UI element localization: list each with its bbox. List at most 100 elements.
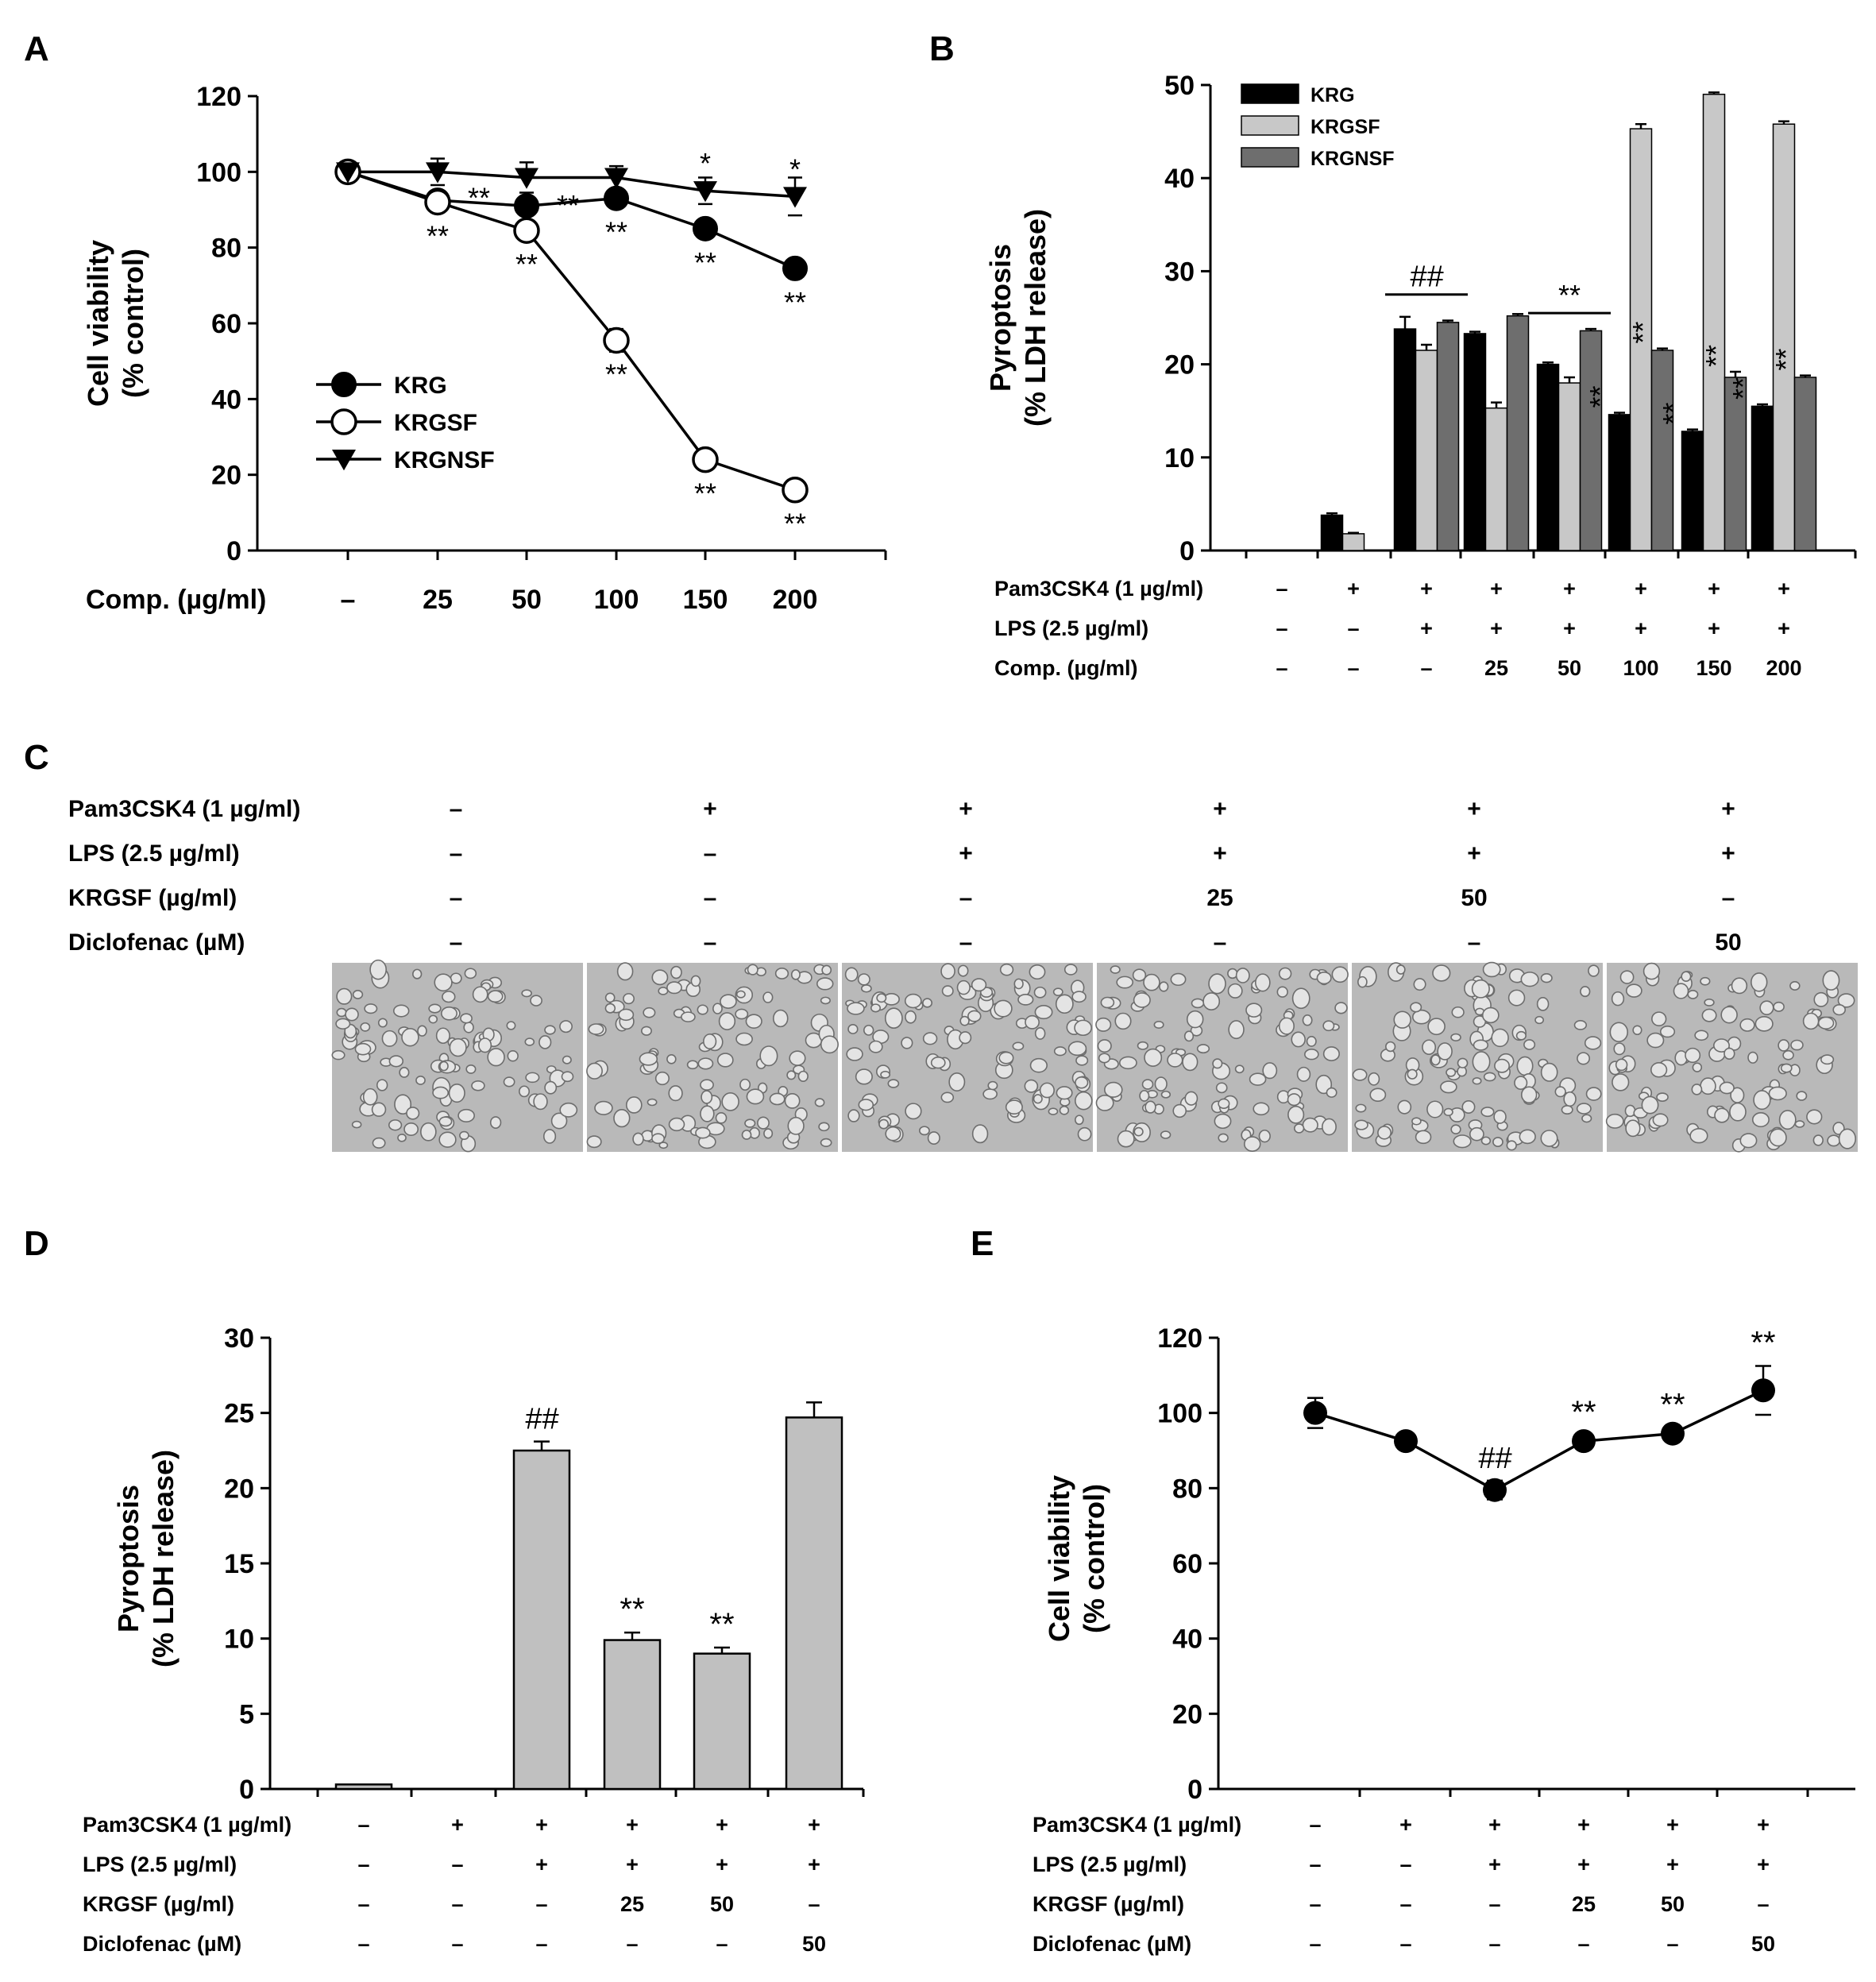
chart-e-condition-value: 50 [1661,1892,1685,1916]
cell [1291,987,1310,1010]
cell [1577,1052,1591,1065]
chart-e-condition-value: + [1488,1853,1501,1876]
chart-d-condition-value: – [626,1932,638,1956]
cell [336,1007,347,1018]
cell [1184,1091,1199,1106]
chart-e-y-label-line2: (% control) [1078,1484,1110,1633]
cell [1700,1077,1716,1095]
cell [1720,1006,1738,1024]
chart-e-condition-value: + [1399,1813,1412,1837]
cell [1048,1107,1059,1115]
cell [735,1008,749,1020]
chart-d-significance-mark: ** [620,1592,644,1627]
cell [1588,964,1600,977]
cell [351,1120,362,1129]
cell [625,1096,643,1114]
chart-d-condition-value: + [626,1813,639,1837]
cell [878,1118,890,1130]
cell [1689,1128,1708,1144]
cell [604,992,616,1003]
cell [478,1037,492,1053]
cell [1253,1102,1270,1116]
cell [1059,1105,1070,1115]
cell [1302,1117,1318,1133]
cell [1778,1110,1797,1130]
cell [1034,1004,1053,1020]
panel-c-condition-value: – [450,840,463,867]
cell [1141,1079,1154,1090]
cell [1554,1086,1566,1098]
cell [959,1031,972,1045]
cell [918,1126,930,1136]
chart-d-condition-label: KRGSF (µg/ml) [83,1892,234,1916]
chart-b-condition-label: Pam3CSK4 (1 µg/ml) [994,577,1203,601]
chart-e-significance-mark: ## [1478,1442,1512,1475]
cell [1625,1119,1641,1138]
chart-e-y-tick-label: 100 [1157,1399,1202,1429]
micrograph-1 [331,959,583,1153]
chart-b-significance-mark: ## [1410,261,1444,294]
cell [1243,1136,1261,1152]
cell [1144,1048,1163,1067]
cell [1071,991,1087,1003]
chart-a-significance-mark: ** [784,508,806,540]
chart-e-condition-value: – [1666,1932,1678,1956]
cell [428,1014,438,1024]
chart-b-legend-swatch [1241,115,1299,136]
cell [1472,1051,1491,1073]
panel-c-condition-value: – [450,885,463,911]
cell [1576,1103,1592,1115]
cell [1039,1082,1055,1099]
cell [927,1131,940,1145]
panel-c-condition-label: Diclofenac (µM) [68,929,245,956]
cell [1514,1076,1528,1090]
chart-a-y-tick-label: 20 [211,461,241,491]
panel-label-e: E [971,1224,994,1263]
cell [1139,1090,1150,1102]
cell [369,959,387,980]
cell [1450,1033,1461,1041]
cell [1100,996,1115,1009]
cell [440,1006,457,1021]
cell [1446,1068,1457,1077]
chart-b-significance-mark: ** [1627,322,1659,344]
chart-b-legend-swatch [1241,147,1299,168]
cell [1369,1088,1387,1102]
cell [1453,1134,1472,1149]
cell [1789,981,1801,991]
cell [561,1071,574,1083]
chart-e-series-line [1314,1389,1764,1492]
chart-a-x-category: 50 [511,585,542,615]
cell [1700,976,1711,986]
chart-b-condition-value: + [1420,616,1433,640]
chart-a-significance-mark: * [789,153,801,185]
cell [1450,1124,1461,1134]
cell [744,1118,756,1128]
cell [1005,1099,1023,1115]
chart-d-bar [785,1416,843,1791]
chart-e-point [1303,1401,1327,1425]
cell [1368,1072,1380,1086]
chart-b-y-tick-label: 30 [1164,257,1195,287]
chart-b-bar-krgsf [1341,533,1365,551]
chart-d-y-label: Pyroptosis(% LDH release) [112,1450,179,1667]
panel-label-c: C [24,738,49,777]
cell [1482,961,1501,978]
cell [1719,1081,1735,1095]
panel-c-condition-value: – [1722,885,1735,911]
cell [1306,1036,1317,1047]
panel-c-condition-value: + [703,796,717,822]
chart-d-condition-value: 50 [710,1892,734,1916]
panel-c-condition-value: – [450,796,463,822]
cell [352,990,364,999]
cell [1493,1109,1507,1124]
cell [524,1037,535,1046]
cell [746,1088,765,1105]
chart-b-condition-value: + [1635,577,1647,601]
cell [1137,1041,1148,1050]
cell [735,990,746,999]
chart-d-condition-value: – [451,1932,463,1956]
chart-a-point-krgnsf [604,168,628,189]
chart-e-condition-value: + [1488,1813,1501,1837]
cell [1685,1047,1701,1064]
